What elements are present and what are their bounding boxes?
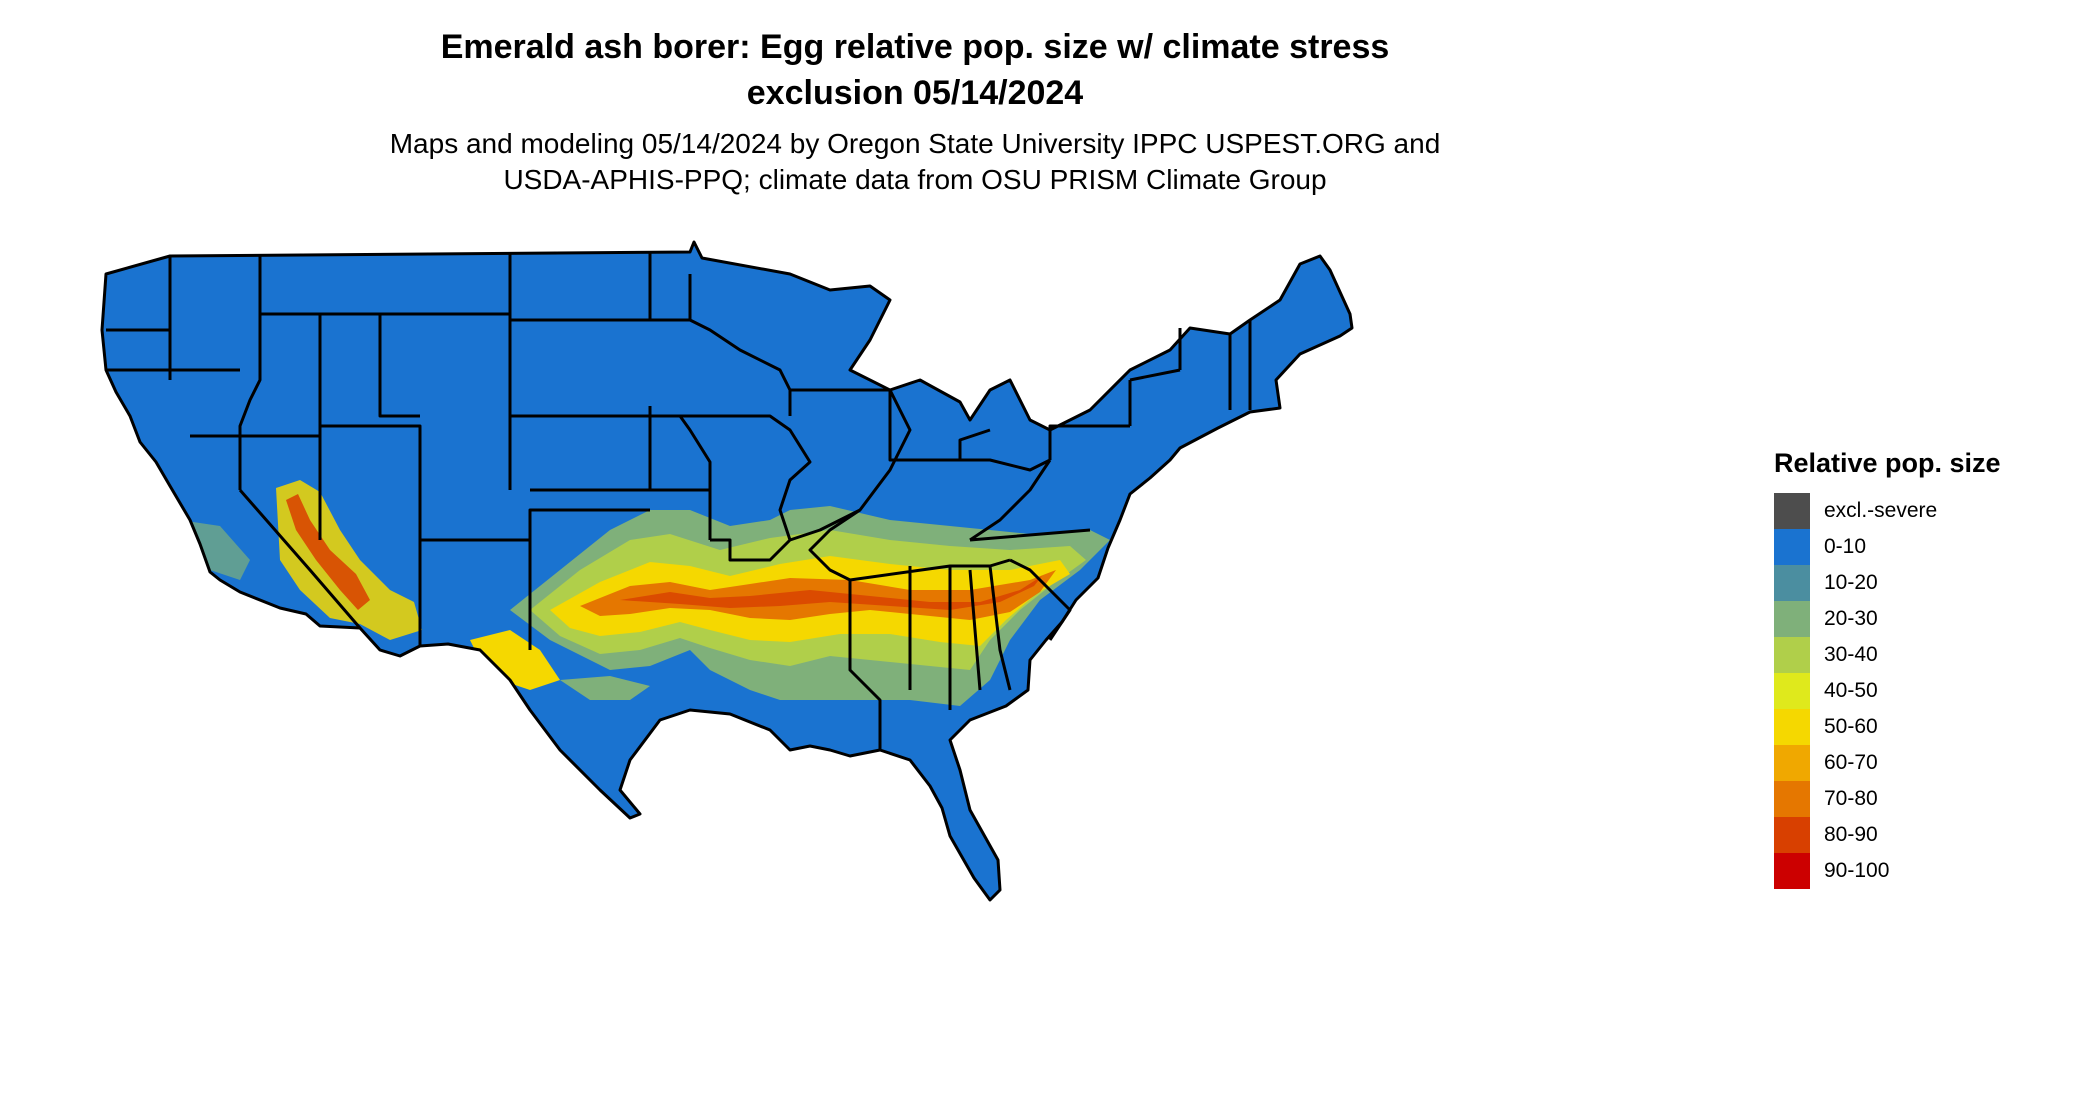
legend-swatch	[1774, 601, 1810, 637]
zone-band-red	[620, 576, 1042, 610]
southwest-desert-zones	[180, 480, 422, 640]
legend-item: 10-20	[1774, 565, 2001, 601]
legend-item: 80-90	[1774, 817, 2001, 853]
legend-item: 60-70	[1774, 745, 2001, 781]
legend-label: 70-80	[1824, 787, 1878, 810]
legend-items: excl.-severe 0-10 10-20 20-30 30-40 40-5…	[1774, 493, 2001, 889]
legend-label: excl.-severe	[1824, 499, 1938, 522]
legend-item: 30-40	[1774, 637, 2001, 673]
zone-sw-yellow	[276, 480, 422, 640]
state-lines-west	[106, 252, 652, 650]
map-subtitle: Maps and modeling 05/14/2024 by Oregon S…	[0, 126, 1830, 198]
legend-label: 80-90	[1824, 823, 1878, 846]
legend-swatch	[1774, 529, 1810, 565]
legend-label: 40-50	[1824, 679, 1878, 702]
legend-label: 10-20	[1824, 571, 1878, 594]
legend: Relative pop. size excl.-severe 0-10 10-…	[1774, 448, 2001, 889]
legend-item: 20-30	[1774, 601, 2001, 637]
legend-item: 0-10	[1774, 529, 2001, 565]
legend-label: 90-100	[1824, 859, 1890, 882]
legend-label: 60-70	[1824, 751, 1878, 774]
subtitle-line-2: USDA-APHIS-PPQ; climate data from OSU PR…	[503, 164, 1327, 195]
legend-swatch	[1774, 817, 1810, 853]
legend-swatch	[1774, 637, 1810, 673]
legend-label: 20-30	[1824, 607, 1878, 630]
state-borders	[100, 240, 1354, 902]
legend-item: 50-60	[1774, 709, 2001, 745]
legend-label: 0-10	[1824, 535, 1867, 558]
legend-swatch	[1774, 781, 1810, 817]
us-map	[100, 240, 1354, 902]
legend-item: 90-100	[1774, 853, 2001, 889]
choropleth-fill	[102, 242, 1352, 900]
legend-swatch	[1774, 565, 1810, 601]
subtitle-line-1: Maps and modeling 05/14/2024 by Oregon S…	[389, 128, 1441, 159]
zone-texas-yellow	[470, 630, 560, 690]
legend-title: Relative pop. size	[1774, 448, 2001, 478]
legend-item: 70-80	[1774, 781, 2001, 817]
title-line-1: Emerald ash borer: Egg relative pop. siz…	[440, 28, 1390, 66]
legend-swatch	[1774, 853, 1810, 889]
legend-swatch	[1774, 673, 1810, 709]
map-title: Emerald ash borer: Egg relative pop. siz…	[0, 24, 1830, 116]
legend-swatch	[1774, 709, 1810, 745]
legend-label: 30-40	[1824, 643, 1878, 666]
legend-swatch	[1774, 745, 1810, 781]
zone-sw-red	[286, 494, 370, 610]
legend-label: 50-60	[1824, 715, 1878, 738]
legend-item: excl.-severe	[1774, 493, 2001, 529]
title-line-2: exclusion 05/14/2024	[746, 74, 1084, 112]
legend-swatch	[1774, 493, 1810, 529]
state-lines-east	[808, 320, 1252, 750]
legend-item: 40-50	[1774, 673, 2001, 709]
zone-texas-green	[560, 676, 650, 700]
